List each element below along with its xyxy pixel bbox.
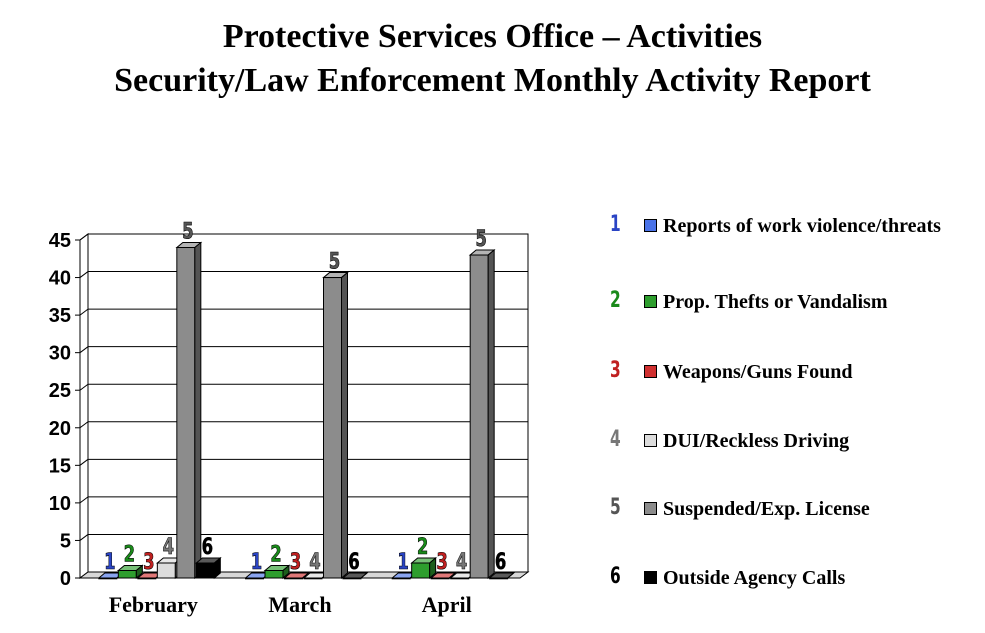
legend-item-number: 6 <box>610 564 621 589</box>
gridline-side <box>79 496 89 504</box>
bar-series-label: 1 <box>397 549 408 575</box>
bar-series-label: 3 <box>290 549 301 575</box>
legend-item: 4 DUI/Reckless Driving <box>610 429 963 453</box>
bar-side <box>487 248 495 580</box>
bar-series-label: 4 <box>456 549 467 575</box>
x-category-label: February <box>109 592 198 617</box>
bar-series-label: 2 <box>417 534 428 560</box>
bar-side <box>282 564 290 580</box>
y-tick-label: 35 <box>49 305 71 327</box>
legend-item-number: 1 <box>610 212 621 237</box>
bar <box>264 569 284 579</box>
bar-side <box>507 572 514 579</box>
bar <box>469 254 489 579</box>
gridline-side <box>79 308 89 316</box>
gridline-side <box>79 458 89 466</box>
legend-item: 5 Suspended/Exp. License <box>610 497 963 521</box>
chart-title-line1: Protective Services Office – Activities <box>222 18 763 55</box>
legend-swatch <box>644 295 657 308</box>
y-tick-label: 45 <box>49 230 71 252</box>
plot-back-wall <box>87 233 529 573</box>
gridline-side <box>79 271 89 278</box>
bar-side <box>302 572 309 579</box>
y-tick-label: 10 <box>49 493 71 515</box>
gridline-side <box>79 383 89 391</box>
gridline-side <box>79 421 89 429</box>
bar-side <box>429 556 437 580</box>
x-category-label: April <box>422 592 472 617</box>
bar <box>117 569 137 579</box>
y-tick-label: 5 <box>60 530 71 552</box>
legend-item-number: 4 <box>610 427 621 452</box>
bar-side <box>194 241 202 580</box>
legend-item-label: Prop. Thefts or Vandalism <box>663 291 888 313</box>
legend-item-label: Reports of work violence/threats <box>663 215 941 237</box>
bar-series-label: 6 <box>202 534 213 560</box>
legend-item-label: Weapons/Guns Found <box>663 361 853 383</box>
bar-series-label: 2 <box>270 541 281 567</box>
legend-item-number: 2 <box>610 288 621 313</box>
bar-series-label: 1 <box>251 549 262 575</box>
gridline-side <box>79 233 89 241</box>
y-tick-label: 0 <box>60 568 71 590</box>
legend-item-number: 3 <box>610 358 621 383</box>
bar <box>323 277 342 579</box>
legend-swatch <box>644 219 657 232</box>
bar-series-label: 6 <box>348 549 359 575</box>
gridline-side <box>79 346 89 354</box>
legend-item-label: Outside Agency Calls <box>663 567 846 589</box>
bar-side <box>213 556 221 580</box>
bar-side <box>360 572 368 579</box>
legend-item: 6 Outside Agency Calls <box>610 566 963 590</box>
legend-swatch <box>644 502 657 515</box>
legend-item-label: Suspended/Exp. License <box>663 498 870 520</box>
plot-side-wall <box>79 233 89 579</box>
bar <box>411 562 431 579</box>
bar-side <box>448 572 456 579</box>
bar-series-label: 1 <box>104 549 115 575</box>
chart-title-line2: Security/Law Enforcement Monthly Activit… <box>114 62 871 99</box>
bar-series-label: 5 <box>182 218 193 244</box>
legend-item: 2 Prop. Thefts or Vandalism <box>610 290 963 314</box>
bar-series-label: 3 <box>436 549 447 575</box>
bar-side <box>135 564 143 580</box>
legend-swatch <box>644 365 657 378</box>
bar-series-label: 4 <box>309 549 320 575</box>
bar-series-label: 5 <box>475 226 486 252</box>
legend-swatch <box>644 571 657 584</box>
bar-side <box>341 271 348 580</box>
y-tick-label: 30 <box>49 343 71 365</box>
y-tick-label: 15 <box>49 455 71 477</box>
legend-item: 3 Weapons/Guns Found <box>610 360 963 384</box>
gridline-side <box>79 534 89 541</box>
bar-series-label: 5 <box>329 248 340 274</box>
bar-series-label: 2 <box>124 541 135 567</box>
bar-series-label: 4 <box>163 534 174 560</box>
y-tick-label: 25 <box>49 380 71 402</box>
bar-series-label: 3 <box>143 549 154 575</box>
legend-item-number: 5 <box>610 495 621 520</box>
bar <box>156 562 176 579</box>
y-tick-label: 40 <box>49 268 71 290</box>
y-tick-label: 20 <box>49 418 71 440</box>
legend-swatch <box>644 434 657 447</box>
bar <box>176 247 196 579</box>
bar <box>195 562 215 579</box>
legend-item: 1 Reports of work violence/threats <box>610 214 963 238</box>
bar-series-label: 6 <box>495 549 506 575</box>
legend-item-label: DUI/Reckless Driving <box>663 430 850 452</box>
x-category-label: March <box>268 592 331 617</box>
